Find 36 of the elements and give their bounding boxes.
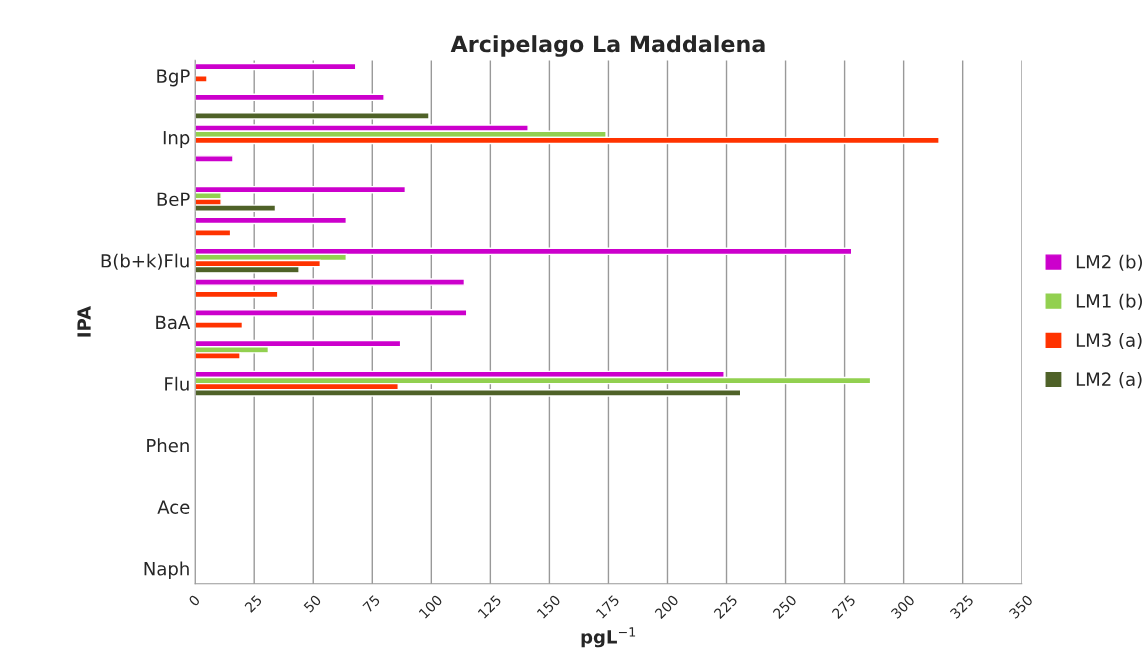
y-tick-label: Flu (165, 376, 189, 391)
legend-label: LM3 (a) (1076, 332, 1142, 350)
bar (195, 290, 279, 299)
y-tick-label: Inp (163, 131, 190, 148)
x-tick-label: 200 (654, 594, 680, 620)
x-tick-label: 100 (418, 594, 443, 619)
legend-label: LM2 (b) (1076, 254, 1142, 271)
bar (195, 93, 385, 102)
bar (195, 278, 466, 286)
y-tick-label: Ace (157, 500, 190, 514)
y-tick-label: BeP (157, 192, 190, 207)
legend-label: LM2 (a) (1076, 372, 1142, 389)
bar (195, 62, 357, 71)
x-tick-label: 150 (536, 594, 561, 619)
x-tick-label: 50 (303, 594, 322, 613)
y-tick-label: Naph (144, 561, 189, 579)
y-tick-label: BaA (156, 315, 191, 330)
y-axis-title: IPA (77, 306, 91, 337)
bar (195, 229, 232, 237)
y-tick-label: B(b+k)Flu (101, 253, 189, 270)
chart-title: Arcipelago La Maddalena (450, 35, 765, 57)
y-tick-label: BgP (157, 69, 190, 87)
x-tick-label: 75 (362, 594, 381, 613)
y-tick-label: Phen (147, 438, 189, 453)
bar (195, 309, 468, 317)
x-tick-label: 0 (188, 594, 201, 607)
bar (195, 216, 347, 225)
bar (195, 155, 234, 163)
x-tick-label: 175 (595, 594, 620, 619)
x-axis-title: pgL$^{−1}$ (581, 627, 636, 648)
bar (195, 321, 244, 329)
bar (195, 75, 208, 83)
bar (195, 185, 407, 194)
legend-label: LM1 (b) (1076, 293, 1142, 310)
bar (195, 112, 430, 120)
x-tick-label: 25 (244, 594, 263, 613)
